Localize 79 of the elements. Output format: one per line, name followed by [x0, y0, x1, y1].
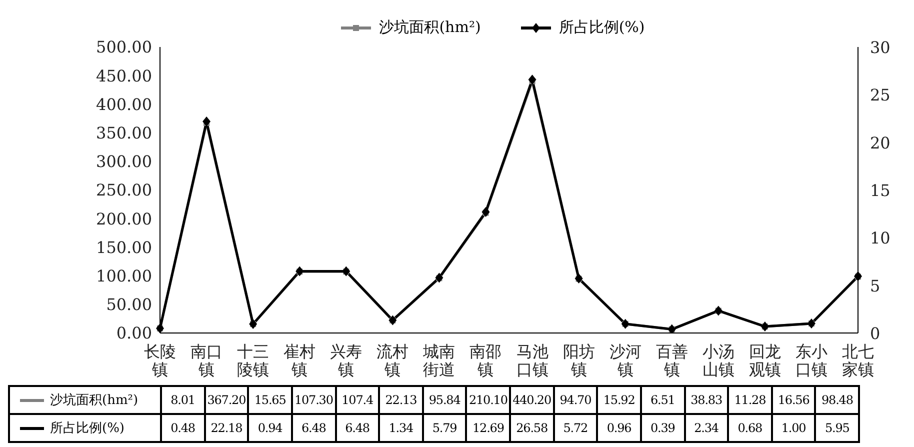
x-tick-label: 城南街道: [422, 342, 456, 379]
x-tick-label: 马池口镇: [516, 342, 548, 379]
y-tick-label: 100.00: [96, 266, 152, 286]
data-label: 107.30: [292, 386, 336, 414]
data-label: 98.48: [815, 386, 859, 414]
data-label: 12.69: [466, 414, 510, 442]
point: [435, 272, 444, 283]
point: [202, 116, 211, 127]
data-label: 0.94: [248, 414, 292, 442]
text: 所占比例(%): [50, 421, 124, 436]
data-label: 16.56: [772, 386, 816, 414]
data-label: 15.92: [597, 386, 641, 414]
data-label: 1.34: [379, 414, 423, 442]
y-tick-label: 350.00: [96, 123, 152, 142]
x-tick-label: 沙河镇: [609, 342, 642, 379]
data-label: 6.51: [640, 386, 684, 414]
y2-tick-label: 15: [870, 181, 890, 200]
data-label: 5.79: [422, 414, 466, 442]
x-tick-label: 南口镇: [190, 342, 223, 379]
y2-tick-label: 25: [870, 86, 890, 105]
data-label: 6.48: [336, 414, 380, 442]
y-tick-label: 200.00: [96, 209, 152, 228]
data-label: 95.84: [422, 386, 466, 414]
x-tick-label: 回龙观镇: [748, 342, 781, 379]
y-tick-label: 300.00: [96, 152, 152, 172]
y-tick-label: 450.00: [96, 66, 152, 86]
x-tick-label: 长陵镇: [144, 342, 176, 379]
data-label: 1.00: [772, 414, 816, 442]
data-label: 94.70: [554, 386, 598, 414]
y-tick-label: 50.00: [106, 295, 152, 314]
legend-label: 所占比例(%): [558, 18, 645, 37]
data-label: 440.20: [510, 386, 554, 414]
x-tick-label: 流村镇: [376, 342, 409, 379]
data-label: 6.48: [292, 414, 336, 442]
y-tick-label: 400.00: [96, 94, 152, 114]
point: [342, 266, 350, 276]
data-label: 8.01: [161, 386, 205, 414]
y2-tick-label: 10: [870, 228, 890, 248]
data-label: 22.18: [204, 414, 248, 442]
data-label: 5.95: [815, 414, 859, 442]
data-label: 0.68: [728, 414, 772, 442]
data-label: 0.39: [640, 414, 684, 442]
x-tick-label: 十三陵镇: [237, 342, 270, 379]
point: [807, 318, 816, 328]
data-label: 0.48: [161, 414, 205, 442]
y2-tick-label: 5: [870, 276, 880, 296]
x-tick-label: 南邵镇: [470, 342, 502, 379]
y-tick-label: 500.00: [96, 38, 152, 57]
point: [296, 266, 304, 276]
point: [854, 271, 862, 282]
legend-label: 沙坑面积(hm²): [379, 18, 481, 37]
y2-tick-label: 20: [870, 133, 890, 152]
x-tick-label: 小汤山镇: [702, 342, 734, 379]
y-tick-label: 250.00: [96, 180, 152, 200]
point: [482, 207, 490, 218]
y2-tick-label: 0: [870, 324, 880, 343]
data-label: 107.4: [336, 386, 380, 414]
x-tick-label: 北七家镇: [842, 342, 874, 379]
data-label: 38.83: [684, 386, 728, 414]
data-label: 26.58: [510, 414, 554, 442]
point: [574, 273, 583, 284]
data-label: 0.96: [597, 414, 641, 442]
y-tick-label: 0.00: [116, 324, 152, 343]
x-tick-label: 兴寿镇: [330, 342, 362, 379]
data-label: 15.65: [248, 386, 292, 414]
text: 沙坑面积(hm²): [50, 393, 138, 408]
data-label: 2.34: [684, 414, 728, 442]
x-tick-label: 百善镇: [656, 342, 688, 379]
data-label: 367.20: [204, 386, 248, 414]
point: [528, 74, 536, 85]
x-tick-label: 阳坊镇: [562, 342, 595, 379]
y2-tick-label: 30: [870, 38, 890, 57]
data-label: 22.13: [379, 386, 423, 414]
data-label: 210.10: [466, 386, 510, 414]
x-tick-label: 东小口镇: [795, 342, 828, 379]
x-tick-label: 崔村镇: [284, 342, 316, 379]
data-label: 11.28: [728, 386, 772, 414]
data-label: 5.72: [554, 414, 598, 442]
y-tick-label: 150.00: [96, 238, 152, 257]
